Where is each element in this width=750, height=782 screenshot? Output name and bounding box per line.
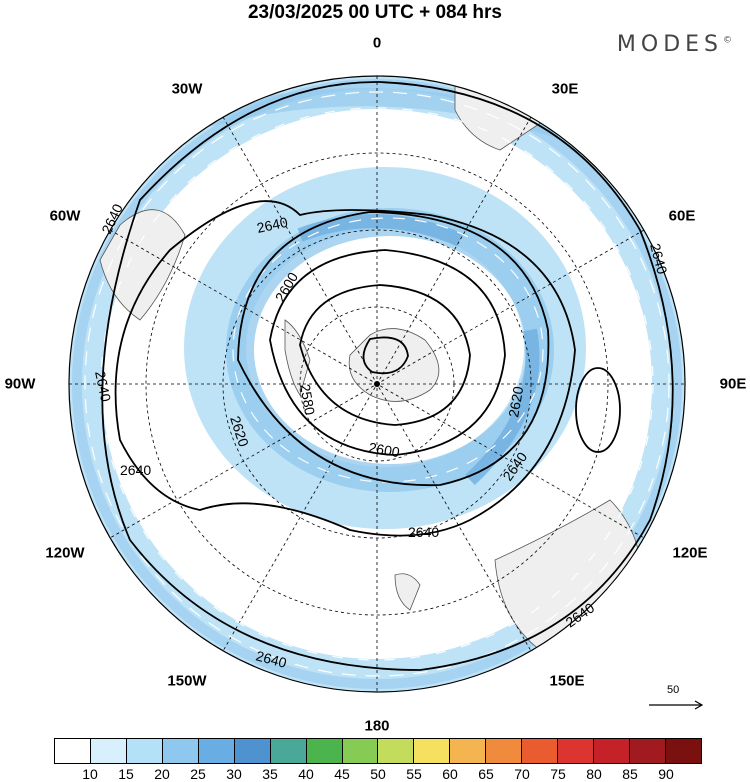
contour-2600-inner — [299, 284, 471, 426]
lon-label-30w: 30W — [171, 80, 203, 98]
map-disk — [69, 76, 685, 692]
colorbar-tick-label: 30 — [226, 766, 242, 782]
colorbar-tick-label: 55 — [406, 766, 422, 782]
lon-label-150e: 150E — [549, 672, 585, 690]
colorbar-tick-label: 75 — [550, 766, 566, 782]
colorbar-tick-label: 25 — [190, 766, 206, 782]
wind-arrow-ring — [100, 107, 654, 661]
south-america-land — [99, 209, 186, 321]
colorbar-cell — [234, 739, 271, 763]
colorbar-tick-label: 40 — [298, 766, 314, 782]
reference-arrow-icon — [649, 700, 704, 710]
contour-2620 — [237, 211, 550, 487]
new-zealand-land — [394, 573, 421, 611]
colorbar-cell — [486, 739, 523, 763]
south-pole-marker — [374, 381, 380, 387]
lon-label-60e: 60E — [668, 207, 696, 225]
brand-mark: © — [723, 35, 732, 46]
colorbar-tick-label: 10 — [82, 766, 98, 782]
colorbar-cell — [126, 739, 163, 763]
map-title: 23/03/2025 00 UTC + 084 hrs — [247, 2, 503, 23]
colorbar-tick-label: 80 — [586, 766, 602, 782]
colorbar-tick-label: 15 — [118, 766, 134, 782]
lon-label-30e: 30E — [551, 80, 579, 98]
contour-2640-inner — [114, 200, 576, 537]
contour-label: 2640 — [92, 369, 114, 403]
lon-label-120e: 120E — [672, 544, 708, 562]
colorbar-tick-label: 85 — [622, 766, 638, 782]
contour-2640-cell — [575, 367, 621, 453]
contour-label: 2620 — [505, 385, 526, 419]
wind-arrow-ring — [262, 246, 514, 458]
colorbar-tick-label: 60 — [442, 766, 458, 782]
lon-label-120w: 120W — [45, 544, 85, 562]
contour-label: 2640 — [120, 462, 151, 478]
contour-label: 2600 — [367, 439, 401, 460]
colorbar-cell — [558, 739, 595, 763]
colorbar-tick-label: 70 — [514, 766, 530, 782]
colorbar-cell — [198, 739, 235, 763]
latitude-circle — [145, 152, 609, 616]
lon-label-60w: 60W — [49, 207, 81, 225]
contour-label: 2640 — [255, 214, 289, 236]
contour-label: 2640 — [254, 647, 288, 671]
inner-wind-ring — [184, 167, 586, 529]
contour-2580 — [362, 336, 409, 375]
colorbar-cell — [522, 739, 559, 763]
colorbar-cell — [378, 739, 415, 763]
jet-core-east — [465, 328, 540, 486]
colorbar-cell — [630, 739, 666, 763]
lon-label-0: 0 — [372, 34, 382, 52]
colorbar-tick-label: 90 — [658, 766, 674, 782]
colorbar-tick-label: 35 — [262, 766, 278, 782]
colorbar-cell — [90, 739, 127, 763]
colorbar-tick-label: 20 — [154, 766, 170, 782]
lon-label-90w: 90W — [4, 375, 36, 393]
antarctic-peninsula-land — [284, 319, 311, 396]
colorbar — [54, 738, 702, 764]
lon-label-180: 180 — [364, 717, 390, 735]
colorbar-cell — [270, 739, 307, 763]
colorbar-cell — [162, 739, 199, 763]
colorbar-tick-label: 45 — [334, 766, 350, 782]
colorbar-cell — [306, 739, 343, 763]
colorbar-cell — [55, 739, 91, 763]
colorbar-cell — [414, 739, 451, 763]
contour-2600 — [269, 249, 506, 456]
brand-logo: MODES© — [617, 32, 732, 57]
colorbar-cell — [450, 739, 487, 763]
contour-label: 2580 — [297, 383, 318, 417]
colorbar-cell — [594, 739, 630, 763]
brand-name: MODES — [616, 32, 723, 57]
height-contours — [101, 81, 674, 671]
colorbar-tick-label: 50 — [370, 766, 386, 782]
antarctica-land — [348, 328, 440, 402]
lon-label-150w: 150W — [167, 672, 207, 690]
reference-vector-label: 50 — [667, 684, 680, 696]
contour-label: 2640 — [647, 242, 671, 276]
jet-core-north — [297, 214, 463, 247]
contour-2640-outer — [101, 81, 674, 671]
map-boundary — [68, 75, 686, 693]
colorbar-cell — [665, 739, 701, 763]
wind-arrow-ring — [84, 91, 670, 677]
reference-vector: 50 — [647, 684, 707, 714]
lon-label-90e: 90E — [719, 375, 747, 393]
contour-label: 2640 — [408, 524, 439, 540]
colorbar-tick-label: 65 — [478, 766, 494, 782]
colorbar-cell — [342, 739, 379, 763]
